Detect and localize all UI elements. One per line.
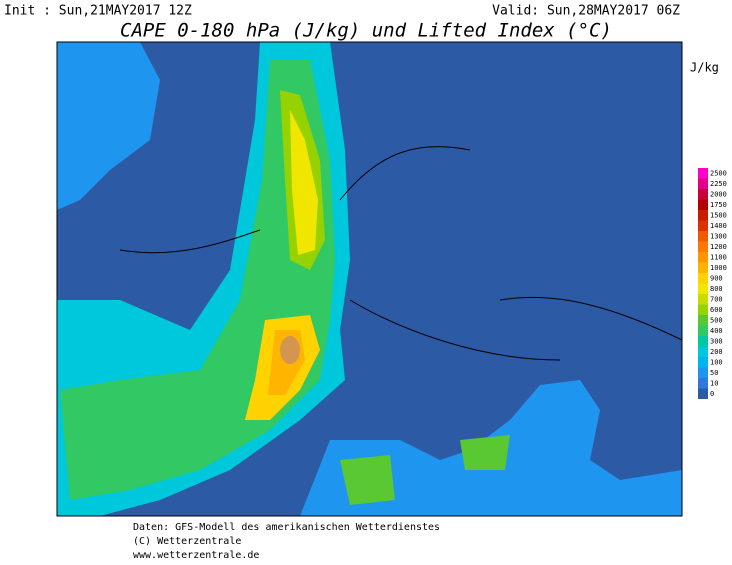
colorbar-label: 500 [710,316,723,324]
colorbar-label: 50 [710,369,718,377]
cape-area [57,42,160,210]
colorbar-cell [698,357,708,368]
colorbar-label: 900 [710,274,723,282]
footer-line: (C) Wetterzentrale [133,536,241,547]
colorbar-cell [698,325,708,336]
colorbar-label: 1500 [710,211,727,219]
colorbar-label: 100 [710,358,723,366]
colorbar-cell [698,262,708,273]
colorbar-label: 700 [710,295,723,303]
colorbar-label: 800 [710,285,723,293]
colorbar-cell [698,241,708,252]
colorbar-cell [698,315,708,326]
colorbar-label: 1400 [710,222,727,230]
footer-line: www.wetterzentrale.de [133,550,259,561]
colorbar-label: 2250 [710,180,727,188]
colorbar: 2500225020001750150014001300120011001000… [698,168,727,399]
cape-area [290,110,318,255]
unit-label: J/kg [690,61,719,75]
colorbar-cell [698,346,708,357]
map [56,41,683,517]
colorbar-cell [698,189,708,200]
colorbar-cell [698,336,708,347]
colorbar-label: 10 [710,379,718,387]
colorbar-cell [698,273,708,284]
colorbar-cell [698,168,708,179]
colorbar-cell [698,283,708,294]
colorbar-label: 1300 [710,232,727,240]
colorbar-label: 1200 [710,243,727,251]
coastline [119,146,683,361]
colorbar-cell [698,378,708,389]
colorbar-label: 200 [710,348,723,356]
colorbar-label: 1000 [710,264,727,272]
colorbar-label: 1100 [710,253,727,261]
colorbar-cell [698,210,708,221]
init-time: Init : Sun,21MAY2017 12Z [4,4,192,19]
colorbar-cell [698,252,708,263]
map-title: CAPE 0-180 hPa (J/kg) und Lifted Index (… [120,20,612,42]
colorbar-cell [698,178,708,189]
colorbar-cell [698,388,708,399]
colorbar-cell [698,199,708,210]
colorbar-label: 300 [710,337,723,345]
colorbar-label: 600 [710,306,723,314]
colorbar-label: 1750 [710,201,727,209]
colorbar-cell [698,231,708,242]
cape-area [280,336,300,364]
colorbar-label: 2500 [710,169,727,177]
map-frame [56,41,683,517]
colorbar-label: 0 [710,390,714,398]
colorbar-cell [698,294,708,305]
colorbar-cell [698,367,708,378]
colorbar-cell [698,220,708,231]
cape-area [340,435,510,505]
valid-time: Valid: Sun,28MAY2017 06Z [492,4,680,19]
colorbar-label: 2000 [710,190,727,198]
footer-line: Daten: GFS-Modell des amerikanischen Wet… [133,522,440,533]
colorbar-label: 400 [710,327,723,335]
colorbar-cell [698,304,708,315]
